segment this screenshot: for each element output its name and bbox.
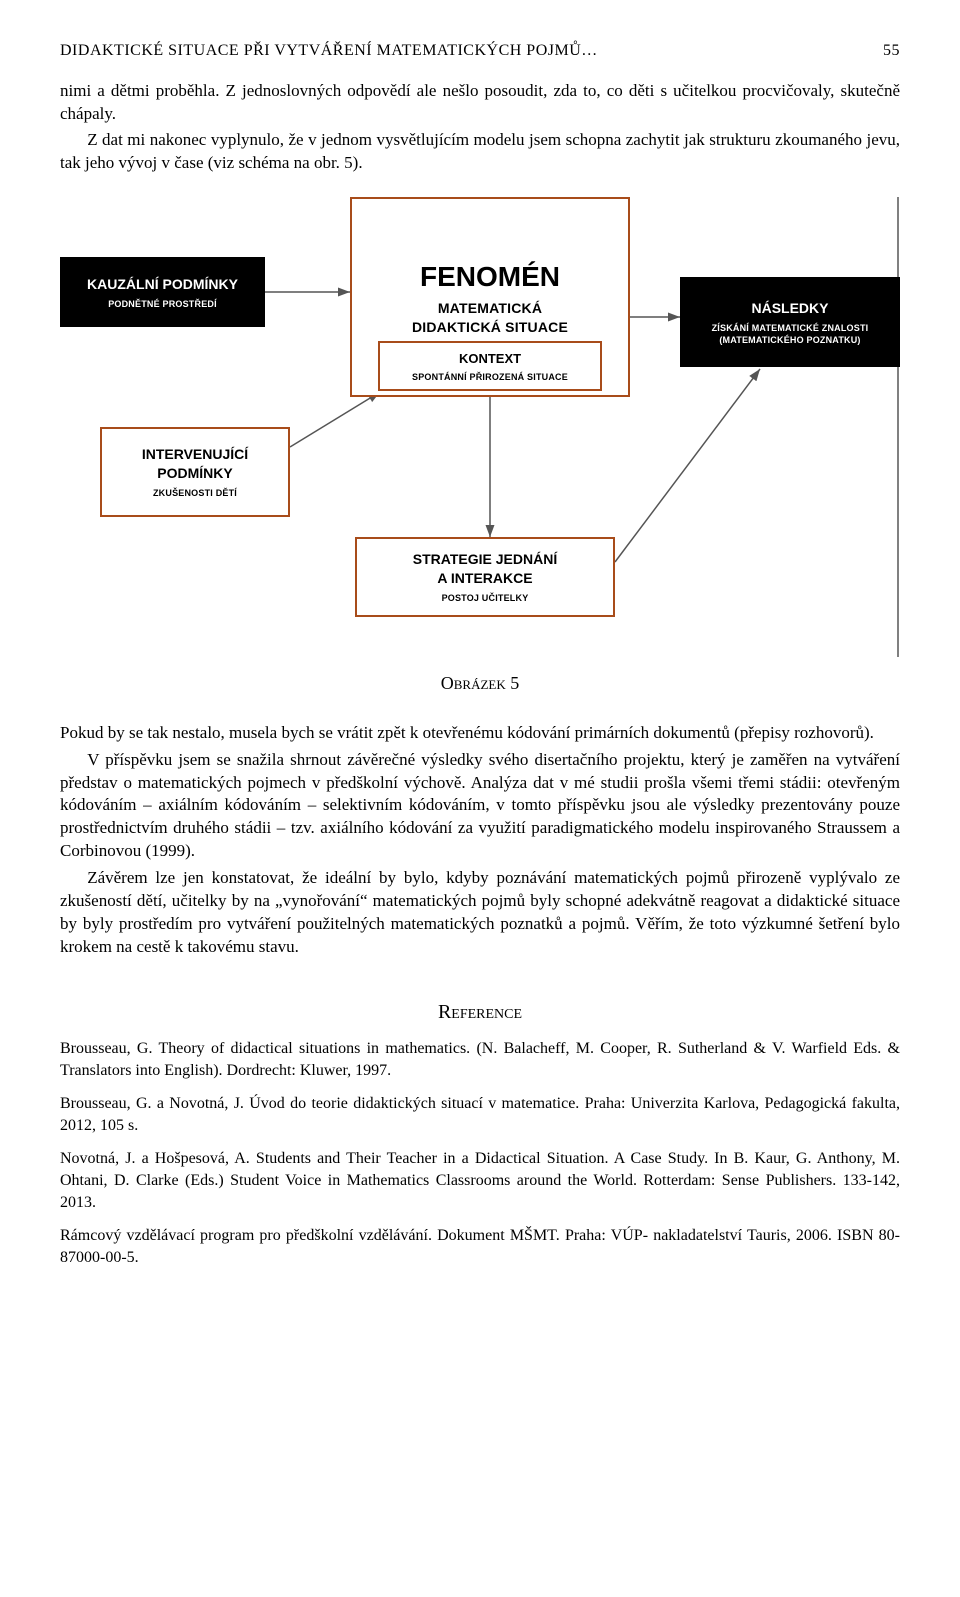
page-number: 55 — [883, 40, 900, 62]
diagram-canvas: KAUZÁLNÍ PODMÍNKYPODNĚTNÉ PROSTŘEDÍFENOM… — [60, 197, 900, 657]
reference-item: Novotná, J. a Hošpesová, A. Students and… — [60, 1148, 900, 1213]
diagram-node-kauzalni: KAUZÁLNÍ PODMÍNKYPODNĚTNÉ PROSTŘEDÍ — [60, 257, 265, 327]
references-list: Brousseau, G. Theory of didactical situa… — [60, 1038, 900, 1268]
running-header: DIDAKTICKÉ SITUACE PŘI VYTVÁŘENÍ MATEMAT… — [60, 40, 900, 62]
figure-caption: Obrázek 5 — [60, 671, 900, 695]
figure-5: KAUZÁLNÍ PODMÍNKYPODNĚTNÉ PROSTŘEDÍFENOM… — [60, 197, 900, 695]
diagram-node-strategie: STRATEGIE JEDNÁNÍ A INTERAKCEPOSTOJ UČIT… — [355, 537, 615, 617]
paragraph: Závěrem lze jen konstatovat, že ideální … — [60, 867, 900, 959]
running-title: DIDAKTICKÉ SITUACE PŘI VYTVÁŘENÍ MATEMAT… — [60, 40, 598, 62]
paragraph: Z dat mi nakonec vyplynulo, že v jednom … — [60, 129, 900, 175]
reference-item: Brousseau, G. a Novotná, J. Úvod do teor… — [60, 1093, 900, 1136]
paragraph: nimi a dětmi proběhla. Z jednoslovných o… — [60, 80, 900, 126]
paragraph: Pokud by se tak nestalo, musela bych se … — [60, 722, 900, 745]
diagram-node-kontext: KONTEXTSPONTÁNNÍ PŘIROZENÁ SITUACE — [378, 341, 602, 391]
reference-item: Brousseau, G. Theory of didactical situa… — [60, 1038, 900, 1081]
diagram-node-nasledky: NÁSLEDKYZÍSKÁNÍ MATEMATICKÉ ZNALOSTI (MA… — [680, 277, 900, 367]
paragraph: V příspěvku jsem se snažila shrnout závě… — [60, 749, 900, 864]
references-heading: Reference — [60, 999, 900, 1026]
reference-item: Rámcový vzdělávací program pro předškoln… — [60, 1225, 900, 1268]
diagram-node-interven: INTERVENUJÍCÍ PODMÍNKYZKUŠENOSTI DĚTÍ — [100, 427, 290, 517]
